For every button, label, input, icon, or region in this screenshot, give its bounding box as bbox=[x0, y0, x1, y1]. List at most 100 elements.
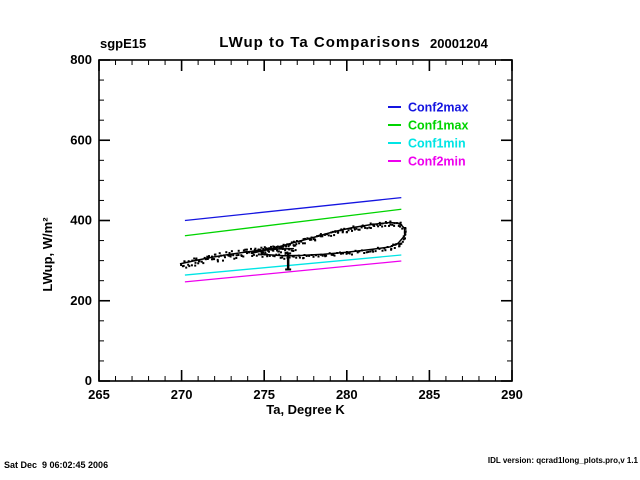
scatter-point bbox=[228, 254, 231, 257]
scatter-point bbox=[294, 249, 297, 252]
scatter-point bbox=[402, 238, 405, 241]
scatter-point bbox=[261, 255, 264, 258]
scatter-point bbox=[291, 255, 294, 258]
scatter-point bbox=[345, 251, 348, 253]
footer-left: Sat Dec 9 06:02:45 2006 Battelle Pacific… bbox=[4, 443, 297, 480]
scatter-point bbox=[351, 229, 353, 232]
scatter-point bbox=[251, 250, 254, 253]
scatter-point bbox=[292, 255, 295, 258]
scatter-point bbox=[336, 252, 339, 254]
scatter-point bbox=[292, 244, 295, 247]
scatter-point bbox=[204, 258, 207, 261]
scatter-point bbox=[404, 233, 407, 236]
scatter-point bbox=[303, 242, 306, 245]
x-tick-label: 270 bbox=[171, 387, 193, 402]
scatter-point bbox=[397, 242, 400, 245]
scatter-point bbox=[280, 251, 282, 254]
scatter-point bbox=[274, 247, 277, 250]
scatter-point bbox=[207, 256, 210, 259]
scatter-point bbox=[361, 225, 364, 228]
scatter-point bbox=[354, 249, 357, 252]
scatter-point bbox=[270, 247, 273, 250]
scatter-point bbox=[185, 266, 188, 269]
scatter-point bbox=[385, 222, 388, 224]
scatter-point bbox=[386, 246, 389, 248]
scatter-point bbox=[312, 255, 315, 258]
scatter-point bbox=[305, 255, 308, 257]
scatter-point bbox=[378, 221, 381, 224]
scatter-point bbox=[276, 245, 279, 248]
scatter-point bbox=[340, 228, 343, 231]
series-line-conf1min bbox=[184, 254, 402, 276]
scatter-point bbox=[230, 253, 233, 256]
scatter-point bbox=[312, 238, 315, 241]
scatter-point bbox=[317, 235, 320, 237]
scatter-point bbox=[327, 234, 330, 237]
scatter-point bbox=[330, 253, 333, 256]
scatter-point bbox=[347, 229, 350, 232]
scatter-point bbox=[268, 247, 271, 250]
scatter-point bbox=[310, 238, 313, 241]
scatter-point bbox=[295, 240, 298, 242]
scatter-point bbox=[276, 249, 278, 252]
scatter-point bbox=[180, 264, 183, 266]
scatter-point bbox=[270, 245, 272, 248]
scatter-point bbox=[360, 226, 363, 229]
scatter-point bbox=[397, 224, 400, 227]
scatter-point bbox=[272, 245, 275, 248]
scatter-point bbox=[277, 250, 280, 253]
scatter-point bbox=[330, 234, 333, 237]
scatter-point bbox=[284, 249, 287, 252]
scatter-point bbox=[257, 253, 260, 256]
y-tick-label: 600 bbox=[70, 132, 92, 147]
scatter-point bbox=[266, 255, 269, 258]
scatter-point bbox=[253, 248, 256, 251]
scatter-point bbox=[240, 255, 243, 257]
scatter-point bbox=[295, 256, 298, 259]
scatter-point bbox=[355, 227, 358, 230]
scatter-point bbox=[400, 224, 403, 226]
scatter-point bbox=[279, 245, 282, 248]
scatter-point bbox=[193, 257, 196, 260]
scatter-point bbox=[244, 248, 247, 251]
scatter-point bbox=[198, 260, 201, 263]
scatter-point bbox=[304, 237, 306, 240]
scatter-point bbox=[256, 249, 259, 252]
scatter-point bbox=[217, 255, 220, 258]
series-line-conf2max bbox=[184, 196, 402, 222]
scatter-point bbox=[292, 240, 295, 243]
scatter-point bbox=[308, 254, 311, 257]
scatter-point bbox=[376, 246, 379, 249]
scatter-point bbox=[252, 250, 255, 253]
scatter-point bbox=[331, 230, 334, 233]
scatter-point bbox=[271, 249, 274, 252]
scatter-point bbox=[345, 252, 348, 255]
scatter-point bbox=[237, 254, 240, 256]
scatter-point bbox=[306, 237, 309, 240]
scatter-point bbox=[319, 233, 322, 236]
scatter-point bbox=[191, 259, 194, 262]
scatter-point bbox=[235, 254, 238, 257]
scatter-point bbox=[319, 235, 322, 238]
legend-label-conf1min: Conf1min bbox=[408, 137, 466, 151]
scatter-point bbox=[352, 225, 355, 228]
scatter-point bbox=[295, 243, 298, 246]
scatter-point bbox=[369, 250, 372, 253]
scatter-point bbox=[260, 246, 263, 249]
series-line-conf1max bbox=[184, 208, 402, 237]
scatter-point bbox=[203, 256, 206, 259]
scatter-point bbox=[289, 243, 292, 246]
scatter-point bbox=[292, 250, 295, 252]
scatter-point bbox=[260, 250, 263, 253]
scatter-point bbox=[369, 222, 372, 225]
scatter-point bbox=[202, 262, 205, 265]
scatter-point bbox=[303, 254, 306, 256]
scatter-point bbox=[353, 228, 356, 231]
scatter-point bbox=[263, 246, 266, 249]
scatter-point bbox=[365, 251, 368, 254]
scatter-point bbox=[333, 254, 336, 257]
scatter-point bbox=[326, 233, 329, 236]
scatter-point bbox=[272, 254, 275, 257]
scatter-point bbox=[318, 234, 321, 237]
